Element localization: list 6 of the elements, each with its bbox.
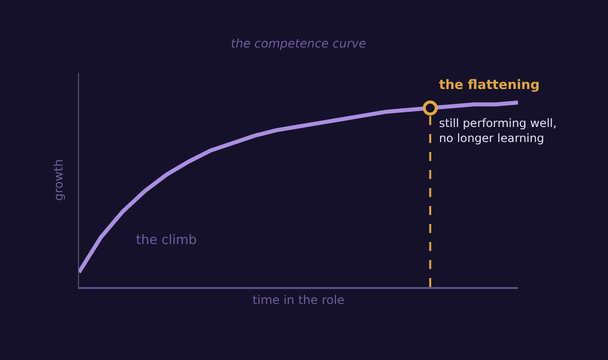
- y-axis-title: growth: [51, 159, 66, 201]
- x-axis-title: time in the role: [252, 293, 344, 308]
- annotation: the climb: [136, 233, 197, 248]
- text: the flattening: [439, 78, 540, 93]
- chart-title: the competence curve: [230, 36, 366, 50]
- annotation: still performing well, no longer learning: [439, 116, 557, 145]
